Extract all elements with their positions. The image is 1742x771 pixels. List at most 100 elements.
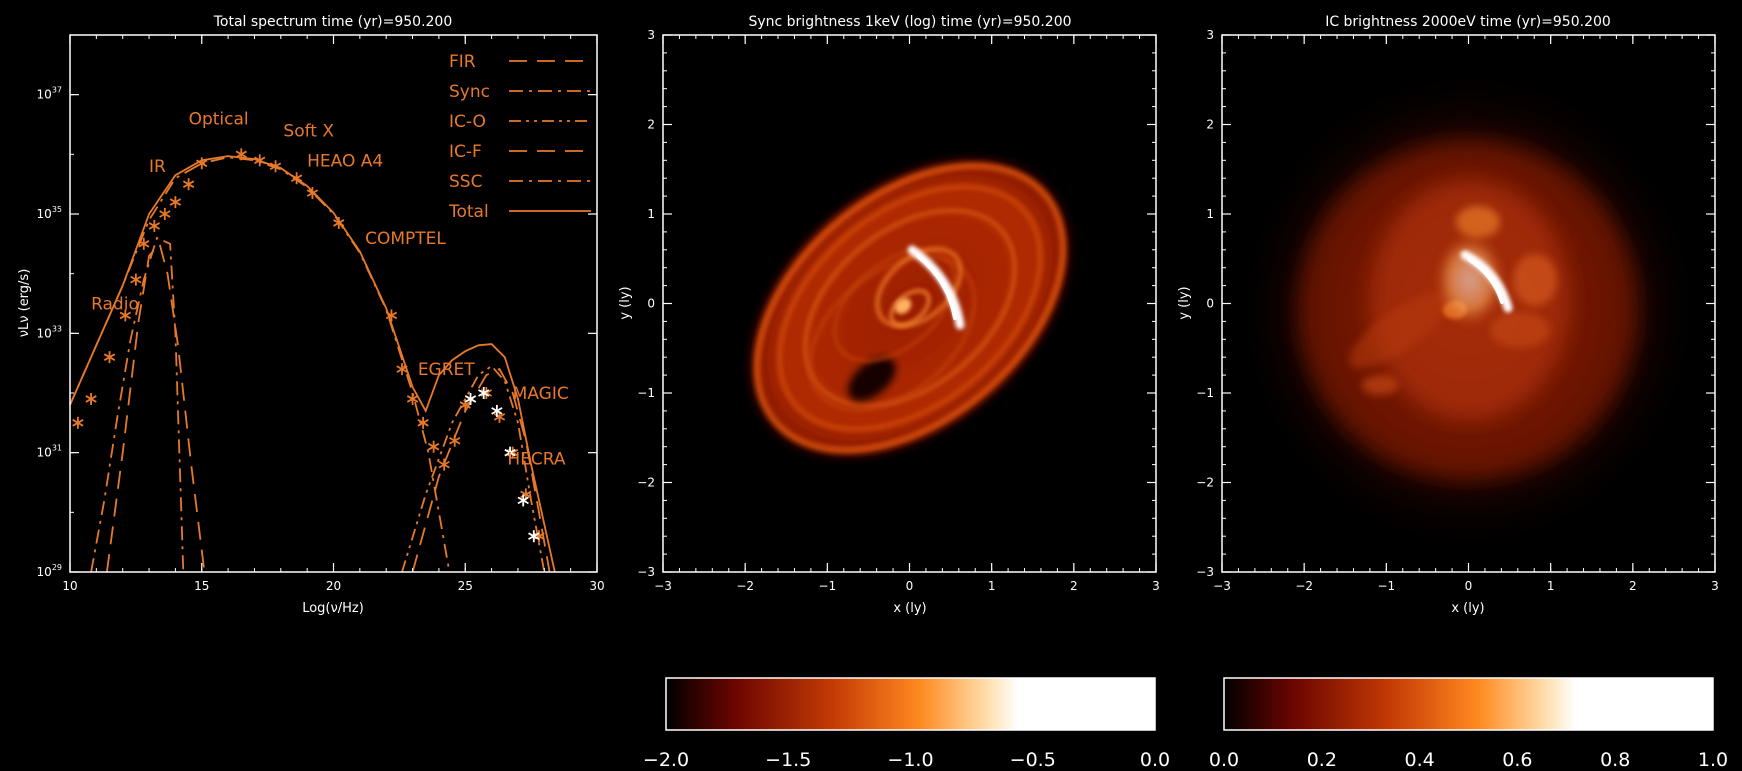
legend-entry-total: Total (448, 202, 489, 222)
ic-map-title: IC brightness 2000eV time (yr)=950.200 (1325, 14, 1611, 30)
sync-colorbar: −2.0 −1.5 −1.0 −0.5 0.0 (643, 677, 1170, 771)
ic-map-x-label: x (ly) (1451, 601, 1484, 616)
data-point (103, 351, 116, 364)
data-point (491, 404, 503, 417)
x-tick-label: −3 (654, 579, 672, 593)
data-point (417, 416, 429, 429)
x-tick-label: −1 (1377, 579, 1395, 593)
spectrum-y-label: νLν (erg/s) (17, 269, 32, 338)
y-tick-label: 1 (1206, 207, 1214, 221)
data-point (449, 434, 461, 447)
ic-map-y-label: y (ly) (1177, 286, 1192, 319)
data-point (306, 187, 319, 200)
legend-entry-ic-o: IC-O (449, 112, 486, 132)
annotation-egret: EGRET (418, 360, 475, 380)
data-point (235, 148, 247, 161)
series-line-ic-f (411, 367, 551, 573)
data-point (130, 273, 142, 286)
legend-entry-sync: Sync (449, 82, 490, 102)
data-point (72, 416, 84, 429)
y-tick-label: −1 (637, 386, 655, 400)
x-tick-label: 10 (62, 579, 77, 593)
series-line-fir (106, 241, 206, 573)
spectrum-annotations: Radio IR Optical Soft X HEAO A4 COMPTEL EGRET M… (91, 110, 569, 470)
y-tick-label: −3 (1196, 565, 1214, 579)
data-point (85, 392, 97, 405)
x-tick-label: 3 (1152, 579, 1160, 593)
y-tick-label: 1 (647, 207, 655, 221)
y-tick-label: 2 (647, 118, 655, 132)
data-point (396, 363, 408, 376)
sync-map-y-label: y (ly) (618, 286, 633, 319)
annotation-magic: MAGIC (513, 384, 569, 404)
annotation-optical: Optical (189, 110, 249, 130)
x-tick-label: 0 (906, 579, 914, 593)
x-tick-label: 15 (194, 579, 209, 593)
x-tick-label: 3 (1711, 579, 1719, 593)
series-line-total (69, 155, 556, 573)
x-tick-label: 2 (1070, 579, 1078, 593)
data-point (478, 387, 490, 399)
data-point (196, 157, 208, 170)
data-point (528, 530, 540, 543)
y-tick-label: 1033 (37, 324, 62, 340)
data-point (159, 208, 171, 220)
x-tick-label: 2 (1629, 579, 1637, 593)
spectrum-panel: Total spectrum time (yr)=950.200 Radio IR… (17, 14, 605, 616)
spectrum-points (72, 148, 545, 543)
x-tick-label: 1 (1547, 579, 1555, 593)
x-tick-label: −2 (1295, 579, 1313, 593)
y-tick-label: 1035 (37, 205, 62, 221)
data-point (438, 458, 450, 471)
y-tick-label: 0 (647, 297, 655, 311)
data-point (459, 398, 471, 411)
sync-map-panel: Sync brightness 1keV (log) time (yr)=950… (618, 14, 1170, 771)
y-tick-label: 1029 (37, 563, 62, 579)
x-tick-label: 0 (1465, 579, 1473, 593)
legend-entry-ssc: SSC (449, 172, 482, 192)
data-point (182, 178, 195, 191)
data-point (464, 392, 477, 405)
y-tick-label: 3 (1206, 28, 1214, 42)
data-point (290, 172, 303, 185)
data-point (148, 219, 160, 232)
data-point (169, 196, 182, 209)
data-point (254, 154, 266, 167)
x-tick-label: −1 (818, 579, 836, 593)
y-tick-label: 2 (1206, 118, 1214, 132)
spectrum-legend: FIR Sync IC-O IC-F SSC Total (448, 52, 591, 222)
annotation-soft-x: Soft X (283, 121, 334, 141)
colorbar-tick-label: 0.0 (1140, 749, 1170, 771)
x-tick-label: 25 (458, 579, 473, 593)
colorbar-tick-label: −0.5 (1010, 749, 1056, 771)
data-point (119, 309, 132, 322)
x-tick-label: −3 (1213, 579, 1231, 593)
annotation-radio: Radio (91, 294, 139, 314)
ic-map-panel: IC brightness 2000eV time (yr)=950.200 −… (1177, 14, 1728, 771)
y-tick-label: −2 (1196, 476, 1214, 490)
colorbar-tick-label: 0.0 (1209, 749, 1239, 771)
data-point (138, 237, 150, 250)
ic-map-axes: −3 −2 −1 0 1 2 3 −3 −2 −1 0 1 2 3 (1196, 28, 1719, 593)
series-line-ssc (90, 236, 185, 573)
data-point (269, 160, 282, 173)
colorbar-tick-label: 0.2 (1307, 749, 1337, 771)
colorbar-tick-label: −2.0 (643, 749, 689, 771)
data-point (385, 309, 398, 322)
y-tick-label: 3 (647, 28, 655, 42)
y-tick-label: −1 (1196, 386, 1214, 400)
annotation-comptel: COMPTEL (365, 229, 446, 249)
y-tick-label: −2 (637, 476, 655, 490)
spectrum-x-label: Log(ν/Hz) (302, 601, 364, 616)
y-tick-label: −3 (637, 565, 655, 579)
x-tick-label: −2 (736, 579, 754, 593)
colorbar-tick-label: 0.6 (1502, 749, 1532, 771)
sync-map-x-label: x (ly) (893, 601, 926, 616)
annotation-hecra: HECRA (507, 450, 566, 470)
y-tick-label: 0 (1206, 297, 1214, 311)
x-tick-label: 1 (988, 579, 996, 593)
colorbar-tick-label: 1.0 (1698, 749, 1728, 771)
x-tick-label: 30 (589, 579, 604, 593)
data-point (406, 392, 419, 405)
colorbar-tick-label: −1.5 (765, 749, 811, 771)
